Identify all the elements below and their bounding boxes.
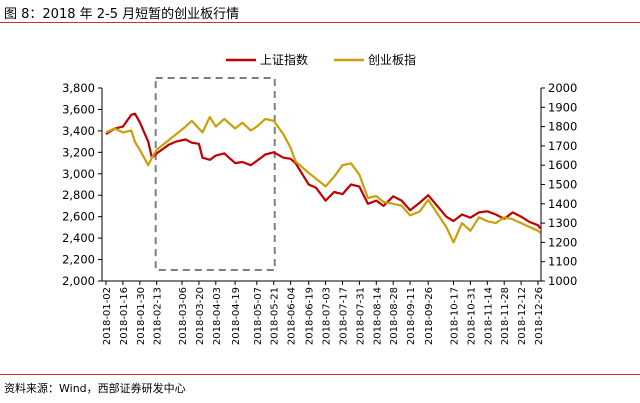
- x-tick-label: 2018-03-06: [178, 287, 189, 345]
- x-tick-label: 2018-12-26: [534, 287, 545, 345]
- x-tick-label: 2018-10-17: [450, 287, 461, 345]
- legend-label-shanghai: 上证指数: [260, 52, 308, 67]
- right-tick-label: 1300: [548, 216, 577, 230]
- right-tick-label: 1400: [548, 197, 577, 211]
- chart-title: 图 8：2018 年 2-5 月短暂的创业板行情: [4, 7, 240, 22]
- x-tick-label: 2018-06-04: [287, 287, 298, 345]
- x-tick-label: 2018-11-14: [483, 287, 494, 345]
- right-tick-label: 2000: [548, 81, 577, 95]
- left-tick-label: 3,400: [62, 124, 95, 138]
- footer-divider: [0, 374, 640, 375]
- x-tick-label: 2018-09-11: [406, 287, 417, 345]
- right-tick-label: 1800: [548, 120, 577, 134]
- x-tick-label: 2018-02-13: [153, 287, 164, 345]
- right-tick-label: 1100: [548, 255, 577, 269]
- right-tick-label: 1500: [548, 178, 577, 192]
- highlight-box: [154, 77, 276, 271]
- x-tick-label: 2018-11-28: [500, 287, 511, 345]
- left-tick-label: 2,200: [62, 253, 95, 267]
- x-tick-label: 2018-06-19: [305, 287, 316, 345]
- right-tick-label: 1700: [548, 139, 577, 153]
- x-tick-label: 2018-05-07: [253, 287, 264, 345]
- legend: 上证指数 创业板指: [226, 52, 416, 67]
- title-divider: [0, 22, 640, 23]
- left-tick-label: 3,200: [62, 145, 95, 159]
- right-tick-label: 1200: [548, 235, 577, 249]
- x-tick-label: 2018-01-02: [102, 287, 113, 345]
- x-tick-label: 2018-09-26: [424, 287, 435, 345]
- x-tick-label: 2018-03-20: [195, 287, 206, 345]
- axes: 2,000 2,200 2,400 2,600 2,800 3,000 3,200 3,400…: [62, 81, 577, 345]
- source-note: 资料来源：Wind，西部证券研发中心: [4, 382, 186, 395]
- x-tick-label: 2018-01-16: [119, 287, 130, 345]
- x-tick-label: 2018-08-28: [389, 287, 400, 345]
- x-tick-label: 2018-07-31: [355, 287, 366, 345]
- x-tick-label: 2018-08-14: [372, 287, 383, 345]
- left-tick-label: 2,000: [62, 274, 95, 288]
- series-line-chinext: [105, 115, 542, 244]
- left-tick-label: 2,600: [62, 210, 95, 224]
- legend-label-chinext: 创业板指: [368, 52, 416, 67]
- left-tick-label: 3,000: [62, 167, 95, 181]
- x-tick-label: 2018-10-31: [466, 287, 477, 345]
- x-tick-label: 2018-12-12: [517, 287, 528, 345]
- chart-canvas: 上证指数 创业板指 2,000 2,200 2,400 2,600 2,800 3,000…: [62, 52, 577, 345]
- left-tick-label: 3,800: [62, 81, 95, 95]
- right-tick-label: 1900: [548, 100, 577, 114]
- x-tick-label: 2018-07-03: [322, 287, 333, 345]
- left-tick-label: 2,800: [62, 188, 95, 202]
- left-tick-label: 2,400: [62, 231, 95, 245]
- right-tick-label: 1600: [548, 158, 577, 172]
- series-lines: [105, 112, 542, 244]
- x-tick-label: 2018-04-03: [212, 287, 223, 345]
- x-tick-label: 2018-05-21: [270, 287, 281, 345]
- x-tick-label: 2018-01-30: [136, 287, 147, 345]
- left-tick-label: 3,600: [62, 102, 95, 116]
- highlight-dashed-rect: [154, 77, 276, 271]
- series-line-shanghai: [105, 112, 542, 230]
- x-tick-label: 2018-07-17: [339, 287, 350, 345]
- x-tick-label: 2018-04-19: [231, 287, 242, 345]
- right-tick-label: 1000: [548, 274, 577, 288]
